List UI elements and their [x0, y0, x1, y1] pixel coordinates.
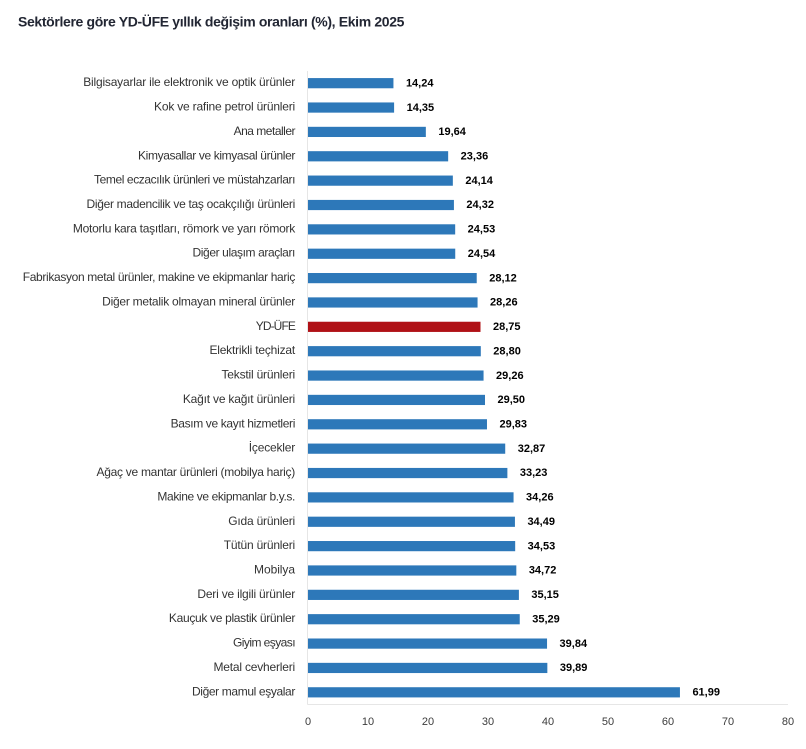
- svg-text:Kimyasallar ve kimyasal ürünle: Kimyasallar ve kimyasal ürünler: [138, 148, 295, 162]
- svg-text:Sektörlere göre YD-ÜFE yıllık: Sektörlere göre YD-ÜFE yıllık değişim or…: [18, 14, 405, 30]
- svg-text:Fabrikasyon metal ürünler, mak: Fabrikasyon metal ürünler, makine ve eki…: [23, 270, 296, 284]
- svg-text:Makine ve ekipmanlar b.y.s.: Makine ve ekipmanlar b.y.s.: [157, 489, 295, 503]
- svg-text:70: 70: [722, 716, 734, 728]
- svg-text:32,87: 32,87: [518, 443, 546, 455]
- svg-text:28,12: 28,12: [489, 272, 517, 284]
- svg-text:34,49: 34,49: [527, 516, 555, 528]
- svg-text:Motorlu kara taşıtları, römork: Motorlu kara taşıtları, römork ve yarı r…: [73, 221, 296, 235]
- svg-text:Diğer ulaşım araçları: Diğer ulaşım araçları: [192, 246, 295, 260]
- svg-text:24,53: 24,53: [468, 224, 496, 236]
- svg-text:14,24: 14,24: [406, 77, 434, 89]
- svg-text:40: 40: [542, 716, 554, 728]
- svg-text:Giyim eşyası: Giyim eşyası: [233, 636, 295, 650]
- svg-text:Diğer mamul eşyalar: Diğer mamul eşyalar: [192, 684, 295, 698]
- svg-text:Diğer metalik olmayan mineral: Diğer metalik olmayan mineral ürünler: [102, 294, 295, 308]
- svg-text:Kok ve rafine petrol ürünleri: Kok ve rafine petrol ürünleri: [154, 100, 295, 114]
- svg-text:29,83: 29,83: [499, 419, 527, 431]
- svg-text:28,80: 28,80: [493, 345, 521, 357]
- svg-text:39,84: 39,84: [560, 638, 588, 650]
- svg-text:Tekstil ürünleri: Tekstil ürünleri: [222, 368, 296, 382]
- svg-text:Bilgisayarlar ile elektronik v: Bilgisayarlar ile elektronik ve optik ür…: [83, 75, 295, 89]
- svg-text:Gıda ürünleri: Gıda ürünleri: [228, 514, 295, 528]
- svg-text:Diğer madencilik ve taş ocakçı: Diğer madencilik ve taş ocakçılığı ürünl…: [86, 197, 295, 211]
- svg-text:28,75: 28,75: [493, 321, 521, 333]
- svg-text:Kauçuk ve plastik ürünler: Kauçuk ve plastik ürünler: [169, 611, 295, 625]
- svg-text:34,72: 34,72: [529, 565, 557, 577]
- svg-text:35,29: 35,29: [532, 613, 560, 625]
- svg-text:24,54: 24,54: [468, 248, 496, 260]
- svg-text:Mobilya: Mobilya: [254, 562, 295, 576]
- svg-text:28,26: 28,26: [490, 297, 518, 309]
- svg-text:29,50: 29,50: [498, 394, 526, 406]
- svg-text:Temel eczacılık ürünleri ve mü: Temel eczacılık ürünleri ve müstahzarlar…: [94, 173, 295, 187]
- svg-text:61,99: 61,99: [692, 687, 720, 699]
- svg-text:Tütün ürünleri: Tütün ürünleri: [224, 538, 295, 552]
- svg-text:Ana metaller: Ana metaller: [234, 124, 296, 138]
- svg-text:19,64: 19,64: [438, 126, 466, 138]
- svg-text:YD-ÜFE: YD-ÜFE: [256, 319, 296, 333]
- svg-text:30: 30: [482, 716, 494, 728]
- svg-text:34,53: 34,53: [528, 540, 556, 552]
- svg-text:24,32: 24,32: [466, 199, 494, 211]
- svg-text:39,89: 39,89: [560, 662, 588, 674]
- svg-text:34,26: 34,26: [526, 492, 554, 504]
- svg-text:Elektrikli teçhizat: Elektrikli teçhizat: [209, 343, 295, 357]
- svg-text:10: 10: [362, 716, 374, 728]
- svg-text:24,14: 24,14: [465, 175, 493, 187]
- svg-text:14,35: 14,35: [407, 102, 435, 114]
- svg-text:35,15: 35,15: [531, 589, 559, 601]
- svg-text:Kağıt ve kağıt ürünleri: Kağıt ve kağıt ürünleri: [183, 392, 295, 406]
- svg-text:29,26: 29,26: [496, 370, 524, 382]
- svg-text:50: 50: [602, 716, 614, 728]
- svg-text:İçecekler: İçecekler: [249, 441, 295, 455]
- svg-text:0: 0: [305, 716, 311, 728]
- svg-text:23,36: 23,36: [461, 150, 489, 162]
- svg-text:20: 20: [422, 716, 434, 728]
- svg-text:Metal cevherleri: Metal cevherleri: [214, 660, 296, 674]
- svg-text:Basım ve kayıt hizmetleri: Basım ve kayıt hizmetleri: [171, 416, 295, 430]
- svg-text:Deri ve ilgili ürünler: Deri ve ilgili ürünler: [197, 587, 295, 601]
- svg-text:Ağaç ve mantar ürünleri (mobil: Ağaç ve mantar ürünleri (mobilya hariç): [97, 465, 296, 479]
- svg-text:60: 60: [662, 716, 674, 728]
- svg-text:80: 80: [782, 716, 794, 728]
- svg-text:33,23: 33,23: [520, 467, 548, 479]
